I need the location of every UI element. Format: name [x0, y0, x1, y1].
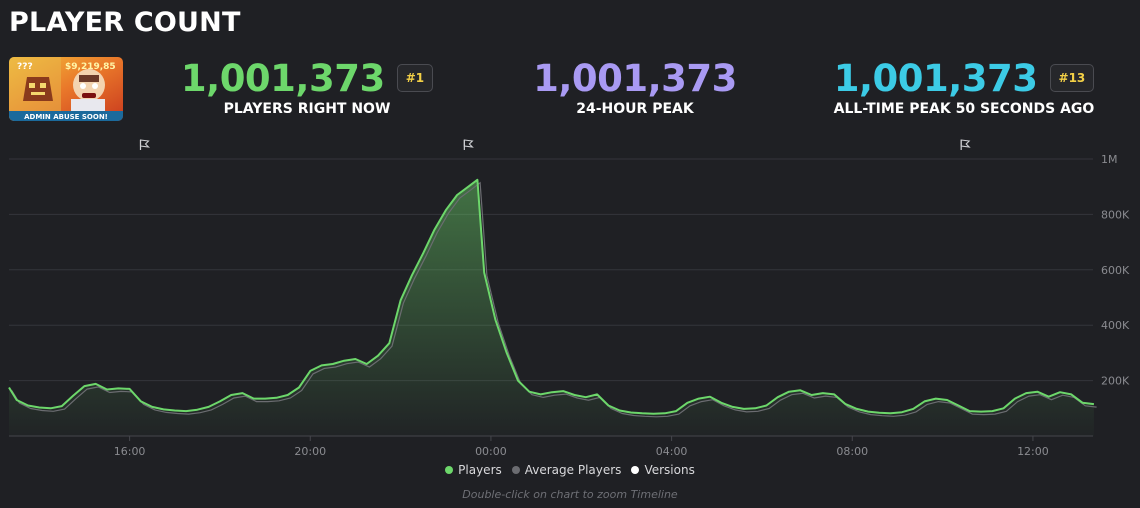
x-tick-label: 20:00	[294, 445, 326, 458]
players-now-label: PLAYERS RIGHT NOW	[223, 101, 391, 117]
peak-24h-value: 1,001,373	[533, 56, 737, 100]
all-time-rank-badge[interactable]: #13	[1049, 64, 1095, 92]
game-thumbnail-art: ??? $9,219,85 ADMIN ABUSE SOON!	[9, 57, 123, 121]
x-tick-label: 04:00	[656, 445, 688, 458]
page-title: PLAYER COUNT	[9, 7, 241, 38]
stat-24h-peak: 1,001,373 24-HOUR PEAK	[520, 56, 750, 118]
chart-series	[8, 178, 1097, 437]
all-time-peak-value: 1,001,373	[833, 56, 1038, 100]
peak-24h-label: 24-HOUR PEAK	[576, 101, 694, 117]
legend-average-swatch	[511, 466, 520, 474]
legend-item-versions[interactable]: Versions	[631, 463, 695, 477]
x-tick-label: 12:00	[1017, 445, 1049, 458]
legend-versions-label: Versions	[644, 463, 695, 477]
x-tick-label: 08:00	[836, 445, 868, 458]
y-tick-label: 400K	[1101, 319, 1130, 332]
game-thumbnail[interactable]: ??? $9,219,85 ADMIN ABUSE SOON!	[9, 57, 123, 121]
y-tick-label: 200K	[1101, 375, 1130, 388]
players-now-rank-badge[interactable]: #1	[396, 64, 434, 92]
y-tick-label: 1M	[1101, 153, 1118, 166]
stat-all-time-peak: 1,001,373 #13 ALL-TIME PEAK 50 SECONDS A…	[830, 56, 1098, 118]
thumbnail-top-right-text: $9,219,85	[65, 62, 116, 72]
thumbnail-top-left-text: ???	[17, 62, 33, 72]
legend-players-label: Players	[458, 463, 502, 477]
chart-axes: 200K 400K 600K 800K 1M 16:00 20:00 00:00 04:00 08…	[9, 153, 1130, 458]
all-time-peak-label: ALL-TIME PEAK 50 SECONDS AGO	[833, 101, 1095, 117]
stat-players-now: 1,001,373 #1 PLAYERS RIGHT NOW	[181, 56, 434, 117]
players-now-value: 1,001,373	[180, 56, 385, 100]
y-tick-label: 600K	[1101, 264, 1130, 277]
players-area-fill	[9, 179, 1094, 437]
legend-players-swatch	[445, 466, 454, 474]
legend-versions-swatch	[631, 466, 640, 474]
chart-legend: Players Average Players Versions	[0, 463, 1140, 477]
legend-item-average-players[interactable]: Average Players	[511, 463, 622, 477]
average-players-line	[11, 181, 1097, 418]
y-tick-label: 800K	[1101, 208, 1130, 221]
version-flag-icon[interactable]	[139, 139, 151, 150]
thumbnail-caption: ADMIN ABUSE SOON!	[24, 113, 108, 121]
player-count-chart[interactable]: 200K 400K 600K 800K 1M 16:00 20:00 00:00 04:00 08…	[0, 130, 1140, 460]
x-tick-label: 16:00	[114, 445, 146, 458]
version-flag-icon[interactable]	[463, 139, 474, 150]
version-flag-icon[interactable]	[960, 139, 971, 150]
chart-version-markers	[139, 139, 971, 150]
chart-gridlines	[9, 158, 1093, 382]
legend-item-players[interactable]: Players	[445, 463, 502, 477]
legend-average-label: Average Players	[524, 463, 622, 477]
x-tick-label: 00:00	[475, 445, 507, 458]
players-line	[8, 178, 1095, 415]
zoom-hint: Double-click on chart to zoom Timeline	[462, 488, 678, 501]
